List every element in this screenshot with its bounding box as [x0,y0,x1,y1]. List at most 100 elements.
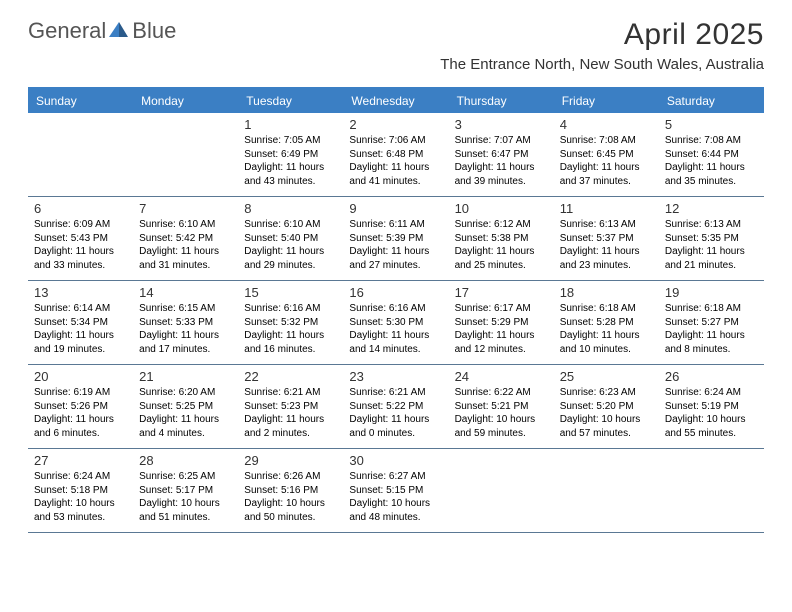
day-number: 27 [34,453,127,468]
day-info: Sunrise: 6:13 AMSunset: 5:37 PMDaylight:… [560,218,653,272]
day-number: 25 [560,369,653,384]
empty-cell [449,449,554,532]
day-info: Sunrise: 6:22 AMSunset: 5:21 PMDaylight:… [455,386,548,440]
day-info: Sunrise: 6:15 AMSunset: 5:33 PMDaylight:… [139,302,232,356]
day-cell: 23 Sunrise: 6:21 AMSunset: 5:22 PMDayligh… [343,365,448,448]
logo-text-2: Blue [132,18,176,44]
empty-cell [554,449,659,532]
week-row: 1Sunrise: 7:05 AMSunset: 6:49 PMDaylight… [28,113,764,197]
day-info: Sunrise: 6:21 AMSunset: 5:22 PMDaylight:… [349,386,442,440]
day-number: 18 [560,285,653,300]
day-number: 19 [665,285,758,300]
day-cell: 13 Sunrise: 6:14 AMSunset: 5:34 PMDayligh… [28,281,133,364]
day-info: Sunrise: 7:06 AMSunset: 6:48 PMDaylight:… [349,134,442,188]
day-number: 20 [34,369,127,384]
page-header: General Blue April 2025 The Entrance Nor… [0,0,792,81]
day-number: 29 [244,453,337,468]
day-number: 2 [349,117,442,132]
day-info: Sunrise: 6:20 AMSunset: 5:25 PMDaylight:… [139,386,232,440]
day-header-cell: Tuesday [238,89,343,113]
day-cell: 9Sunrise: 6:11 AMSunset: 5:39 PMDaylight… [343,197,448,280]
day-info: Sunrise: 7:08 AMSunset: 6:44 PMDaylight:… [665,134,758,188]
day-number: 13 [34,285,127,300]
day-info: Sunrise: 6:10 AMSunset: 5:42 PMDaylight:… [139,218,232,272]
logo: General Blue [28,18,176,44]
day-number: 21 [139,369,232,384]
day-info: Sunrise: 6:27 AMSunset: 5:15 PMDaylight:… [349,470,442,524]
day-header-cell: Saturday [659,89,764,113]
day-info: Sunrise: 7:08 AMSunset: 6:45 PMDaylight:… [560,134,653,188]
day-info: Sunrise: 6:26 AMSunset: 5:16 PMDaylight:… [244,470,337,524]
calendar-body: 1Sunrise: 7:05 AMSunset: 6:49 PMDaylight… [28,113,764,533]
day-cell: 3Sunrise: 7:07 AMSunset: 6:47 PMDaylight… [449,113,554,196]
day-header-cell: Wednesday [343,89,448,113]
day-cell: 28 Sunrise: 6:25 AMSunset: 5:17 PMDayligh… [133,449,238,532]
day-cell: 11 Sunrise: 6:13 AMSunset: 5:37 PMDayligh… [554,197,659,280]
day-number: 3 [455,117,548,132]
day-number: 12 [665,201,758,216]
day-cell: 20 Sunrise: 6:19 AMSunset: 5:26 PMDayligh… [28,365,133,448]
day-cell: 16 Sunrise: 6:16 AMSunset: 5:30 PMDayligh… [343,281,448,364]
day-info: Sunrise: 6:17 AMSunset: 5:29 PMDaylight:… [455,302,548,356]
day-cell: 1Sunrise: 7:05 AMSunset: 6:49 PMDaylight… [238,113,343,196]
day-cell: 14 Sunrise: 6:15 AMSunset: 5:33 PMDayligh… [133,281,238,364]
week-row: 20 Sunrise: 6:19 AMSunset: 5:26 PMDayligh… [28,365,764,449]
day-number: 16 [349,285,442,300]
day-header-cell: Sunday [28,89,133,113]
day-cell: 8Sunrise: 6:10 AMSunset: 5:40 PMDaylight… [238,197,343,280]
location-text: The Entrance North, New South Wales, Aus… [440,56,764,73]
day-cell: 4 Sunrise: 7:08 AMSunset: 6:45 PMDaylight… [554,113,659,196]
month-title: April 2025 [440,18,764,52]
day-number: 1 [244,117,337,132]
day-cell: 30Sunrise: 6:27 AMSunset: 5:15 PMDayligh… [343,449,448,532]
day-cell: 21 Sunrise: 6:20 AMSunset: 5:25 PMDayligh… [133,365,238,448]
day-info: Sunrise: 6:16 AMSunset: 5:30 PMDaylight:… [349,302,442,356]
day-number: 22 [244,369,337,384]
day-info: Sunrise: 6:23 AMSunset: 5:20 PMDaylight:… [560,386,653,440]
day-cell: 6 Sunrise: 6:09 AMSunset: 5:43 PMDaylight… [28,197,133,280]
day-info: Sunrise: 6:24 AMSunset: 5:18 PMDaylight:… [34,470,127,524]
day-number: 5 [665,117,758,132]
day-number: 14 [139,285,232,300]
day-info: Sunrise: 6:14 AMSunset: 5:34 PMDaylight:… [34,302,127,356]
day-info: Sunrise: 6:11 AMSunset: 5:39 PMDaylight:… [349,218,442,272]
empty-cell [28,113,133,196]
day-number: 8 [244,201,337,216]
day-number: 6 [34,201,127,216]
day-info: Sunrise: 6:24 AMSunset: 5:19 PMDaylight:… [665,386,758,440]
day-header-cell: Monday [133,89,238,113]
day-info: Sunrise: 6:18 AMSunset: 5:28 PMDaylight:… [560,302,653,356]
logo-icon [109,20,129,43]
day-number: 11 [560,201,653,216]
day-cell: 25 Sunrise: 6:23 AMSunset: 5:20 PMDayligh… [554,365,659,448]
day-cell: 2 Sunrise: 7:06 AMSunset: 6:48 PMDaylight… [343,113,448,196]
day-cell: 15Sunrise: 6:16 AMSunset: 5:32 PMDayligh… [238,281,343,364]
day-cell: 26Sunrise: 6:24 AMSunset: 5:19 PMDayligh… [659,365,764,448]
day-number: 23 [349,369,442,384]
week-row: 6 Sunrise: 6:09 AMSunset: 5:43 PMDaylight… [28,197,764,281]
day-cell: 5 Sunrise: 7:08 AMSunset: 6:44 PMDaylight… [659,113,764,196]
day-info: Sunrise: 6:09 AMSunset: 5:43 PMDaylight:… [34,218,127,272]
day-cell: 27 Sunrise: 6:24 AMSunset: 5:18 PMDayligh… [28,449,133,532]
empty-cell [659,449,764,532]
day-cell: 10 Sunrise: 6:12 AMSunset: 5:38 PMDayligh… [449,197,554,280]
day-info: Sunrise: 6:19 AMSunset: 5:26 PMDaylight:… [34,386,127,440]
title-block: April 2025 The Entrance North, New South… [440,18,764,73]
day-number: 15 [244,285,337,300]
day-info: Sunrise: 6:12 AMSunset: 5:38 PMDaylight:… [455,218,548,272]
day-cell: 29 Sunrise: 6:26 AMSunset: 5:16 PMDayligh… [238,449,343,532]
day-cell: 22 Sunrise: 6:21 AMSunset: 5:23 PMDayligh… [238,365,343,448]
day-number: 4 [560,117,653,132]
day-number: 24 [455,369,548,384]
day-cell: 19Sunrise: 6:18 AMSunset: 5:27 PMDayligh… [659,281,764,364]
day-info: Sunrise: 6:25 AMSunset: 5:17 PMDaylight:… [139,470,232,524]
day-info: Sunrise: 6:21 AMSunset: 5:23 PMDaylight:… [244,386,337,440]
week-row: 27 Sunrise: 6:24 AMSunset: 5:18 PMDayligh… [28,449,764,533]
day-cell: 7Sunrise: 6:10 AMSunset: 5:42 PMDaylight… [133,197,238,280]
day-header-cell: Thursday [449,89,554,113]
day-header-row: SundayMondayTuesdayWednesdayThursdayFrid… [28,89,764,113]
day-number: 10 [455,201,548,216]
day-header-cell: Friday [554,89,659,113]
day-number: 28 [139,453,232,468]
day-info: Sunrise: 6:13 AMSunset: 5:35 PMDaylight:… [665,218,758,272]
